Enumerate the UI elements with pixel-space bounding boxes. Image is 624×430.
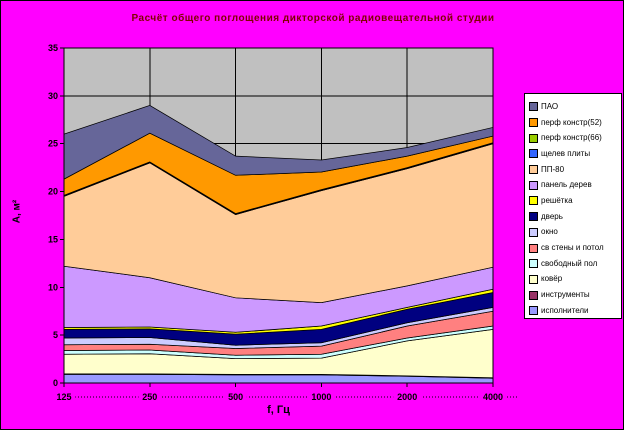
x-tick-label-mask bbox=[52, 391, 76, 402]
legend-label: перф констр(66) bbox=[541, 133, 602, 143]
legend-color-swatch bbox=[529, 227, 538, 237]
legend-item: окно bbox=[529, 225, 621, 241]
legend-color-swatch bbox=[529, 180, 538, 190]
y-tick-label: 5 bbox=[53, 330, 58, 340]
legend-color-swatch bbox=[529, 196, 538, 206]
legend-item: перф констр(52) bbox=[529, 115, 621, 131]
legend-color-swatch bbox=[529, 149, 538, 159]
legend-item: инструменты bbox=[529, 287, 621, 303]
legend-label: решётка bbox=[541, 195, 573, 205]
x-tick-label: 2000 bbox=[397, 392, 417, 402]
x-tick-label: 250 bbox=[142, 392, 157, 402]
legend-item: ПП-80 bbox=[529, 162, 621, 178]
x-axis-title: f, Гц bbox=[267, 404, 290, 416]
legend-color-swatch bbox=[529, 102, 538, 112]
legend-label: инструменты bbox=[541, 290, 590, 300]
x-tick-label-mask bbox=[479, 391, 507, 402]
legend-color-swatch bbox=[529, 133, 538, 143]
chart-title: Расчёт общего поглощения дикторской ради… bbox=[131, 13, 495, 24]
legend-label: ковёр bbox=[541, 274, 563, 284]
x-tick-label-mask bbox=[307, 391, 336, 402]
legend-label: окно bbox=[541, 227, 558, 237]
y-tick-label: 25 bbox=[48, 139, 58, 149]
legend-item: ковёр bbox=[529, 272, 621, 288]
legend-label: исполнители bbox=[541, 305, 589, 315]
legend-label: ПАО bbox=[541, 101, 559, 111]
y-tick-label: 15 bbox=[48, 234, 58, 244]
x-tick-label: 500 bbox=[228, 392, 243, 402]
legend-color-swatch bbox=[529, 118, 538, 128]
legend-item: исполнители bbox=[529, 303, 621, 319]
y-tick-label: 30 bbox=[48, 91, 58, 101]
legend-item: перф констр(66) bbox=[529, 130, 621, 146]
legend: ПАО перф констр(52) перф констр(66) щелев п… bbox=[524, 93, 622, 319]
legend-color-swatch bbox=[529, 212, 538, 222]
legend-item: св стены и потол bbox=[529, 240, 621, 256]
legend-color-swatch bbox=[529, 274, 538, 284]
legend-item: щелев плиты bbox=[529, 146, 621, 162]
legend-color-swatch bbox=[529, 290, 538, 300]
x-tick-label-mask bbox=[138, 391, 162, 402]
y-tick-label: 0 bbox=[53, 378, 58, 388]
x-tick-label: 1000 bbox=[311, 392, 331, 402]
legend-item: свободный пол bbox=[529, 256, 621, 272]
legend-color-swatch bbox=[529, 306, 538, 316]
legend-label: св стены и потол bbox=[541, 243, 604, 253]
legend-label: перф констр(52) bbox=[541, 117, 602, 127]
plot-border bbox=[63, 47, 494, 384]
x-tick-label: 125 bbox=[56, 392, 71, 402]
legend-color-swatch bbox=[529, 165, 538, 175]
x-tick-label: 4000 bbox=[483, 392, 503, 402]
legend-item: дверь bbox=[529, 209, 621, 225]
legend-label: свободный пол bbox=[541, 258, 598, 268]
y-tick-label: 20 bbox=[48, 187, 58, 197]
legend-label: щелев плиты bbox=[541, 148, 591, 158]
legend-item: ПАО bbox=[529, 99, 621, 115]
legend-color-swatch bbox=[529, 243, 538, 253]
x-tick-label-mask bbox=[393, 391, 422, 402]
legend-label: ПП-80 bbox=[541, 164, 565, 174]
legend-item: панель дерев bbox=[529, 177, 621, 193]
legend-label: дверь bbox=[541, 211, 563, 221]
legend-label: панель дерев bbox=[541, 180, 592, 190]
y-tick-label: 35 bbox=[48, 43, 58, 53]
legend-item: решётка bbox=[529, 193, 621, 209]
legend-color-swatch bbox=[529, 259, 538, 269]
y-tick-label: 10 bbox=[48, 282, 58, 292]
x-tick-label-mask bbox=[224, 391, 247, 402]
